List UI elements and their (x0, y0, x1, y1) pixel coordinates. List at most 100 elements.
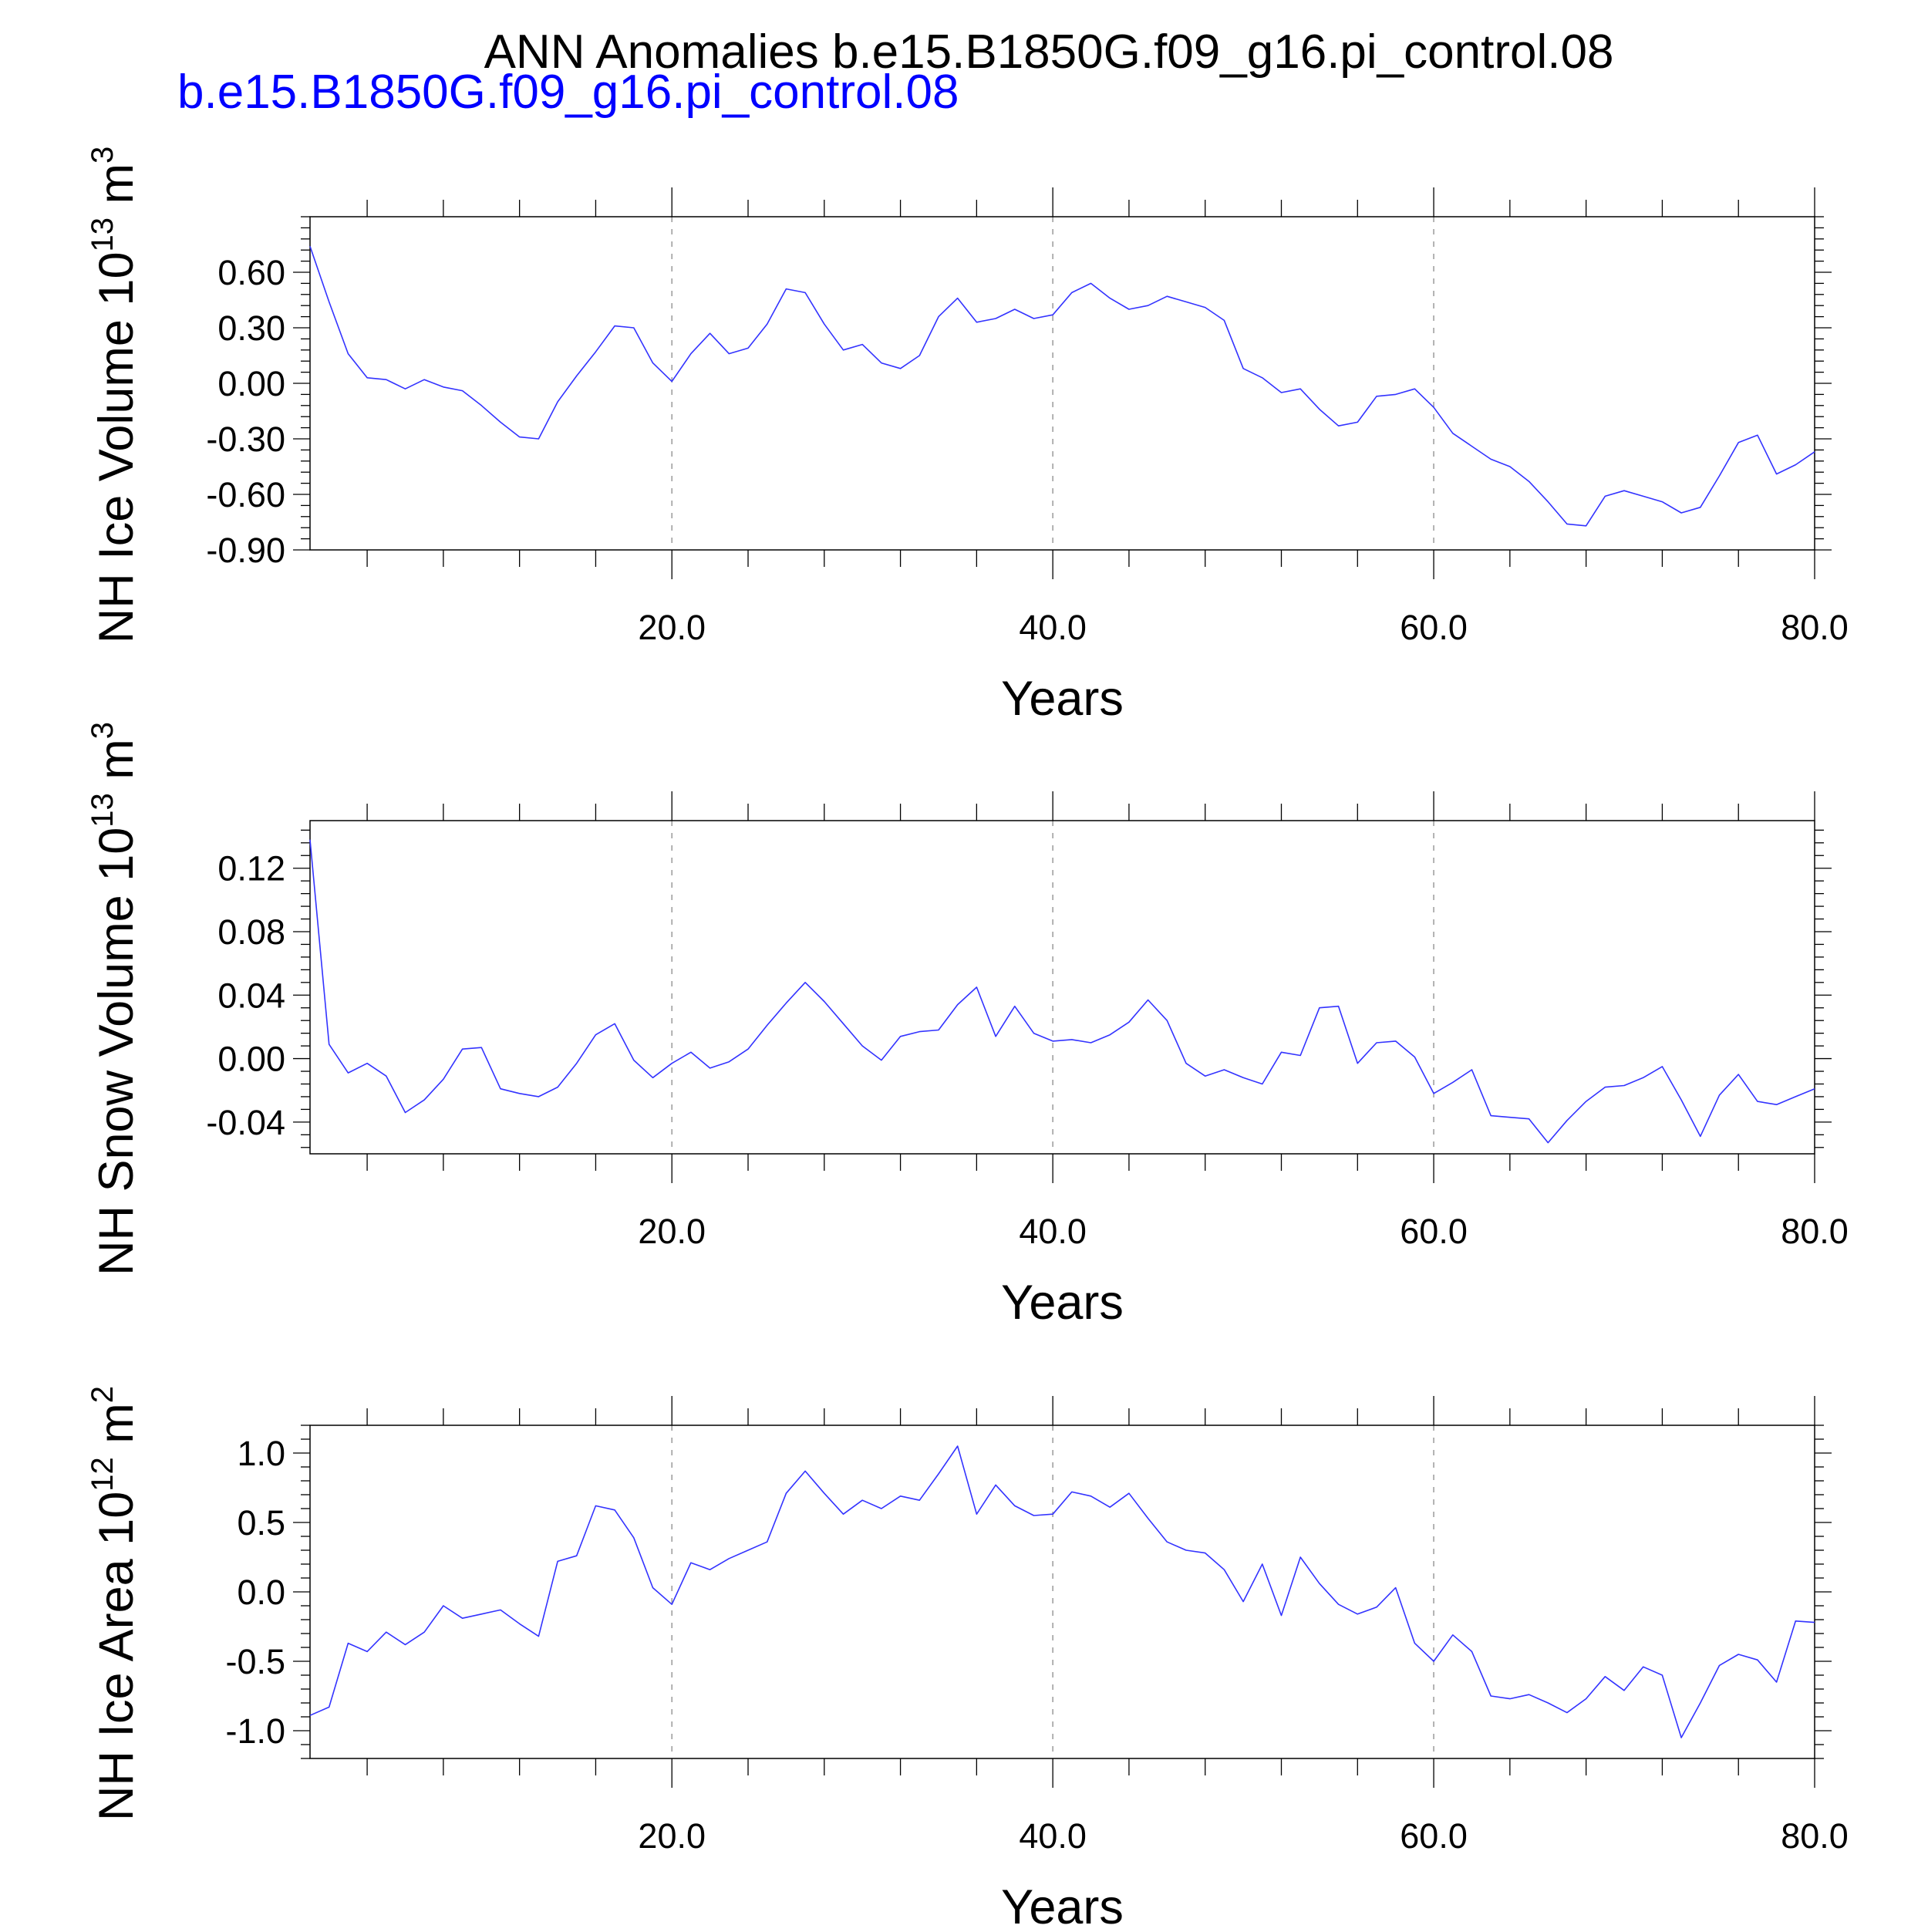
panel-2-data-point-51 (1279, 1050, 1283, 1054)
panel-2-data-point-37 (1013, 1005, 1016, 1008)
panel-1-data-point-51 (1279, 391, 1283, 394)
panel-2-data-point-57 (1394, 1040, 1397, 1043)
panel-3-data-point-2 (346, 1641, 349, 1644)
panel-3-data-point-69 (1623, 1689, 1626, 1692)
panel-2-data-point-43 (1127, 1020, 1131, 1023)
panel-1-data-point-67 (1584, 524, 1587, 528)
panel-1-data-point-56 (1375, 395, 1378, 398)
panel-3-data-point-22 (727, 1557, 730, 1560)
panel-3-data-point-28 (841, 1512, 844, 1516)
panel-3-data-point-18 (651, 1586, 654, 1589)
panel-3-y-tick-label-4: 1.0 (237, 1434, 285, 1473)
panel-1-data-point-32 (918, 354, 921, 357)
panel-3-data-point-17 (632, 1536, 635, 1539)
panel-1-y-tick-label-2: -0.30 (206, 420, 285, 459)
panel-2-y-tick-label-0: -0.04 (206, 1103, 285, 1142)
panel-2-data-point-5 (403, 1111, 406, 1114)
panel-1-x-tick-label-1: 40.0 (1019, 608, 1087, 647)
panel-2-x-tick-label-0: 20.0 (638, 1212, 706, 1251)
panel-3-data-point-24 (766, 1540, 769, 1543)
panel-1-data-point-18 (651, 361, 654, 364)
panel-1-data-point-0 (308, 244, 312, 248)
panel-1-data-point-27 (823, 322, 826, 325)
panel-1-y-axis-title-unit: m (89, 164, 143, 217)
panel-3-data-point-38 (1032, 1514, 1035, 1517)
panel-3-data-point-45 (1165, 1540, 1168, 1543)
panel-3-data-point-14 (575, 1554, 578, 1557)
panel-2-data-point-45 (1165, 1019, 1168, 1022)
panel-1-y-axis-title-text: NH Ice Volume 10 (89, 251, 143, 643)
panel-3-data-point-1 (328, 1705, 331, 1708)
panel-3-data-point-63 (1508, 1697, 1512, 1700)
panel-3-data-point-59 (1432, 1660, 1435, 1663)
panel-1-series-line (309, 246, 1815, 527)
panel-2-data-point-64 (1527, 1118, 1530, 1121)
panel-3-data-point-53 (1318, 1582, 1321, 1585)
panel-1-data-point-40 (1070, 291, 1074, 294)
panel-3-data-point-49 (1242, 1600, 1245, 1603)
panel-3-data-point-4 (385, 1630, 388, 1634)
panel-2-data-point-53 (1318, 1006, 1321, 1010)
panel-1-data-point-42 (1108, 296, 1111, 299)
panel-1-data-point-38 (1032, 317, 1035, 320)
panel-2-data-point-68 (1603, 1085, 1606, 1088)
panel-2-series-line (309, 839, 1815, 1144)
panel-3-data-point-47 (1204, 1551, 1207, 1554)
panel-1-data-point-49 (1242, 367, 1245, 370)
panel-1-y-tick-label-4: 0.30 (217, 309, 285, 348)
chart-panel-2: -0.04 0.00 0.04 0.08 0.12 20.0 40.0 60.0 80.0 Yea… (86, 722, 1849, 1330)
panel-1-data-point-48 (1222, 319, 1225, 322)
panel-2-data-point-12 (537, 1095, 540, 1098)
panel-1-data-point-62 (1489, 457, 1492, 460)
panel-1-data-point-77 (1775, 472, 1778, 475)
panel-3-data-point-52 (1299, 1556, 1302, 1559)
panel-2-data-point-40 (1070, 1038, 1074, 1041)
panel-1-data-point-16 (613, 324, 616, 327)
panel-3-y-axis-title-exponent: 12 (86, 1457, 120, 1492)
panel-2-data-point-0 (308, 838, 312, 841)
panel-1-data-point-53 (1318, 407, 1321, 410)
panel-2-data-point-30 (880, 1058, 883, 1061)
panel-1-data-point-43 (1127, 308, 1131, 311)
panel-1-x-tick-label-3: 80.0 (1781, 608, 1849, 647)
panel-1-data-point-13 (556, 400, 559, 403)
panel-2-data-point-19 (670, 1062, 673, 1065)
panel-2-x-tick-label-3: 80.0 (1781, 1212, 1849, 1251)
panel-1-data-point-29 (861, 342, 864, 346)
panel-1-data-point-71 (1660, 500, 1663, 503)
panel-1-data-point-3 (366, 376, 369, 379)
panel-2-data-point-14 (575, 1062, 578, 1065)
panel-3-data-point-42 (1108, 1505, 1111, 1509)
panel-2-data-point-62 (1489, 1114, 1492, 1117)
panel-2-data-point-72 (1680, 1098, 1683, 1101)
panel-1-x-axis-title: Years (1001, 672, 1124, 726)
panel-1-data-point-21 (708, 332, 711, 335)
panel-3-y-tick-label-2: 0.0 (237, 1573, 285, 1612)
panel-2-data-point-2 (346, 1071, 349, 1074)
panel-3-data-point-5 (403, 1643, 406, 1646)
panel-1-data-point-72 (1680, 511, 1683, 514)
panel-1-data-point-64 (1527, 480, 1530, 483)
panel-1-data-point-11 (518, 435, 521, 438)
panel-1-data-point-74 (1717, 474, 1721, 477)
panel-3-data-point-66 (1566, 1711, 1569, 1714)
panel-2-data-point-67 (1584, 1100, 1587, 1103)
panel-3-y-tick-label-3: 0.5 (237, 1503, 285, 1543)
panel-1-x-tick-label-2: 60.0 (1400, 608, 1468, 647)
panel-2-data-point-76 (1756, 1100, 1759, 1103)
panel-1-data-point-57 (1394, 393, 1397, 396)
panel-3-data-point-15 (594, 1504, 597, 1507)
panel-2-data-point-17 (632, 1058, 635, 1061)
panel-2-data-point-60 (1451, 1081, 1454, 1084)
panel-1-y-axis-title-exponent: 13 (86, 217, 120, 252)
panel-2-data-point-7 (442, 1077, 445, 1081)
panel-3-data-point-71 (1660, 1674, 1663, 1677)
panel-1-data-point-17 (632, 326, 635, 329)
panel-3-data-point-40 (1070, 1490, 1074, 1493)
panel-3-data-point-25 (784, 1492, 787, 1495)
panel-1-data-point-50 (1261, 376, 1264, 379)
chart-panel-3: -1.0 -0.5 0.0 0.5 1.0 20.0 40.0 60.0 80.0 Years NH… (86, 1386, 1849, 1932)
panel-2-y-axis-title-unit-exponent: 3 (86, 722, 120, 739)
panel-2-data-point-29 (861, 1044, 864, 1047)
